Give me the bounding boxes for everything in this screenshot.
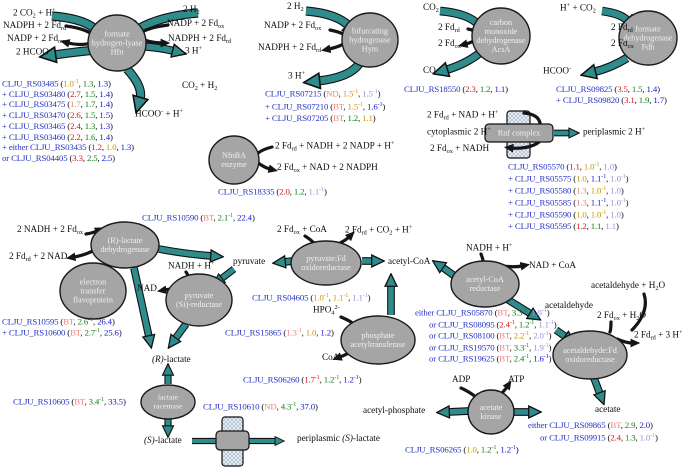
shape-r-lactate-dehydrogenase xyxy=(90,221,160,269)
shape-formate-dehydrogenase xyxy=(618,10,678,66)
shape-phosphate-acetyltransferase xyxy=(340,315,416,365)
arrow xyxy=(594,55,629,72)
shape-etf xyxy=(59,262,127,320)
arrow xyxy=(522,111,542,125)
node-layer xyxy=(59,7,678,435)
shape-acetyl-coa-reductase xyxy=(450,260,520,308)
shape-bifurcating-hydrogenase xyxy=(341,12,399,68)
arrow xyxy=(608,320,613,334)
shape-co-dehydrogenase xyxy=(471,7,531,65)
shape-nfnba-enzyme xyxy=(208,135,260,185)
shape-pyruvate-si-reductase xyxy=(165,273,233,327)
arrow xyxy=(318,61,362,81)
arrow xyxy=(221,267,236,279)
arrow xyxy=(503,140,541,153)
arrow xyxy=(338,231,355,245)
arrow xyxy=(591,377,600,394)
arrow xyxy=(84,227,105,236)
arrow xyxy=(175,322,189,339)
lactate-transporter-box xyxy=(215,430,250,451)
shape-pfor xyxy=(290,240,362,286)
shape-lactate-racemase xyxy=(140,384,196,420)
arrow xyxy=(479,252,485,263)
arrow xyxy=(158,246,212,256)
arrow xyxy=(459,386,483,402)
arrow xyxy=(630,292,647,332)
arrow xyxy=(255,145,274,156)
arrow xyxy=(554,327,566,337)
shape-acetate-kinase xyxy=(467,389,515,435)
arrow xyxy=(448,411,470,412)
rnf-complex-box xyxy=(484,123,554,143)
arrow xyxy=(124,66,141,99)
arrow xyxy=(131,267,149,337)
shape-aor xyxy=(552,330,628,380)
shape-formate-hydrogen-lyase xyxy=(87,14,147,72)
arrow-layer xyxy=(52,6,649,441)
membrane-boxes xyxy=(215,123,554,451)
